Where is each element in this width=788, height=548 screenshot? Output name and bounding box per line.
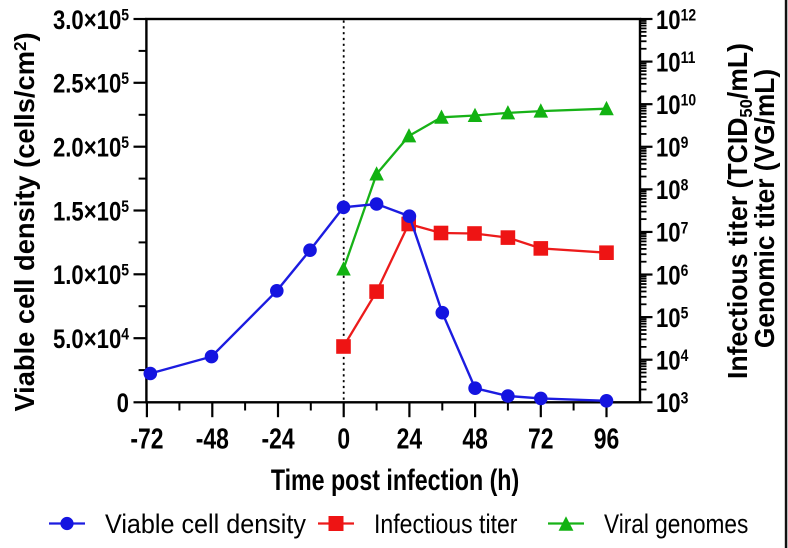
svg-text:5.0×104: 5.0×104 (53, 325, 129, 355)
svg-text:-24: -24 (261, 422, 295, 455)
svg-text:1.5×105: 1.5×105 (53, 197, 129, 227)
svg-text:Viable cell density (cells/cm2: Viable cell density (cells/cm2) (9, 32, 40, 411)
svg-text:-48: -48 (196, 422, 229, 455)
svg-text:106: 106 (656, 261, 689, 291)
svg-text:Genomic titer (VG/mL): Genomic titer (VG/mL) (748, 69, 780, 348)
svg-text:1011: 1011 (656, 48, 696, 78)
svg-text:0: 0 (337, 422, 350, 455)
svg-text:96: 96 (594, 422, 619, 455)
svg-text:108: 108 (656, 176, 689, 206)
svg-text:109: 109 (656, 134, 689, 164)
svg-text:Infectious titer (TCID50/mL): Infectious titer (TCID50/mL) (721, 43, 756, 379)
svg-text:107: 107 (656, 219, 688, 249)
svg-text:2.5×105: 2.5×105 (53, 70, 129, 100)
svg-text:72: 72 (528, 422, 553, 455)
svg-text:1010: 1010 (656, 91, 696, 121)
svg-text:105: 105 (656, 304, 689, 334)
svg-text:2.0×105: 2.0×105 (53, 134, 129, 164)
svg-text:-72: -72 (130, 422, 163, 455)
svg-text:104: 104 (656, 347, 689, 377)
svg-text:1012: 1012 (656, 6, 696, 36)
svg-text:Time post infection (h): Time post infection (h) (271, 463, 519, 496)
svg-text:48: 48 (462, 422, 487, 455)
svg-text:24: 24 (397, 422, 423, 455)
svg-text:Viral genomes: Viral genomes (604, 510, 748, 539)
svg-text:1.0×105: 1.0×105 (53, 261, 129, 291)
svg-text:Infectious titer: Infectious titer (374, 511, 517, 540)
svg-text:103: 103 (656, 389, 689, 419)
svg-text:0: 0 (117, 389, 129, 419)
svg-text:Viable cell density: Viable cell density (105, 510, 306, 539)
svg-text:3.0×105: 3.0×105 (53, 6, 129, 36)
